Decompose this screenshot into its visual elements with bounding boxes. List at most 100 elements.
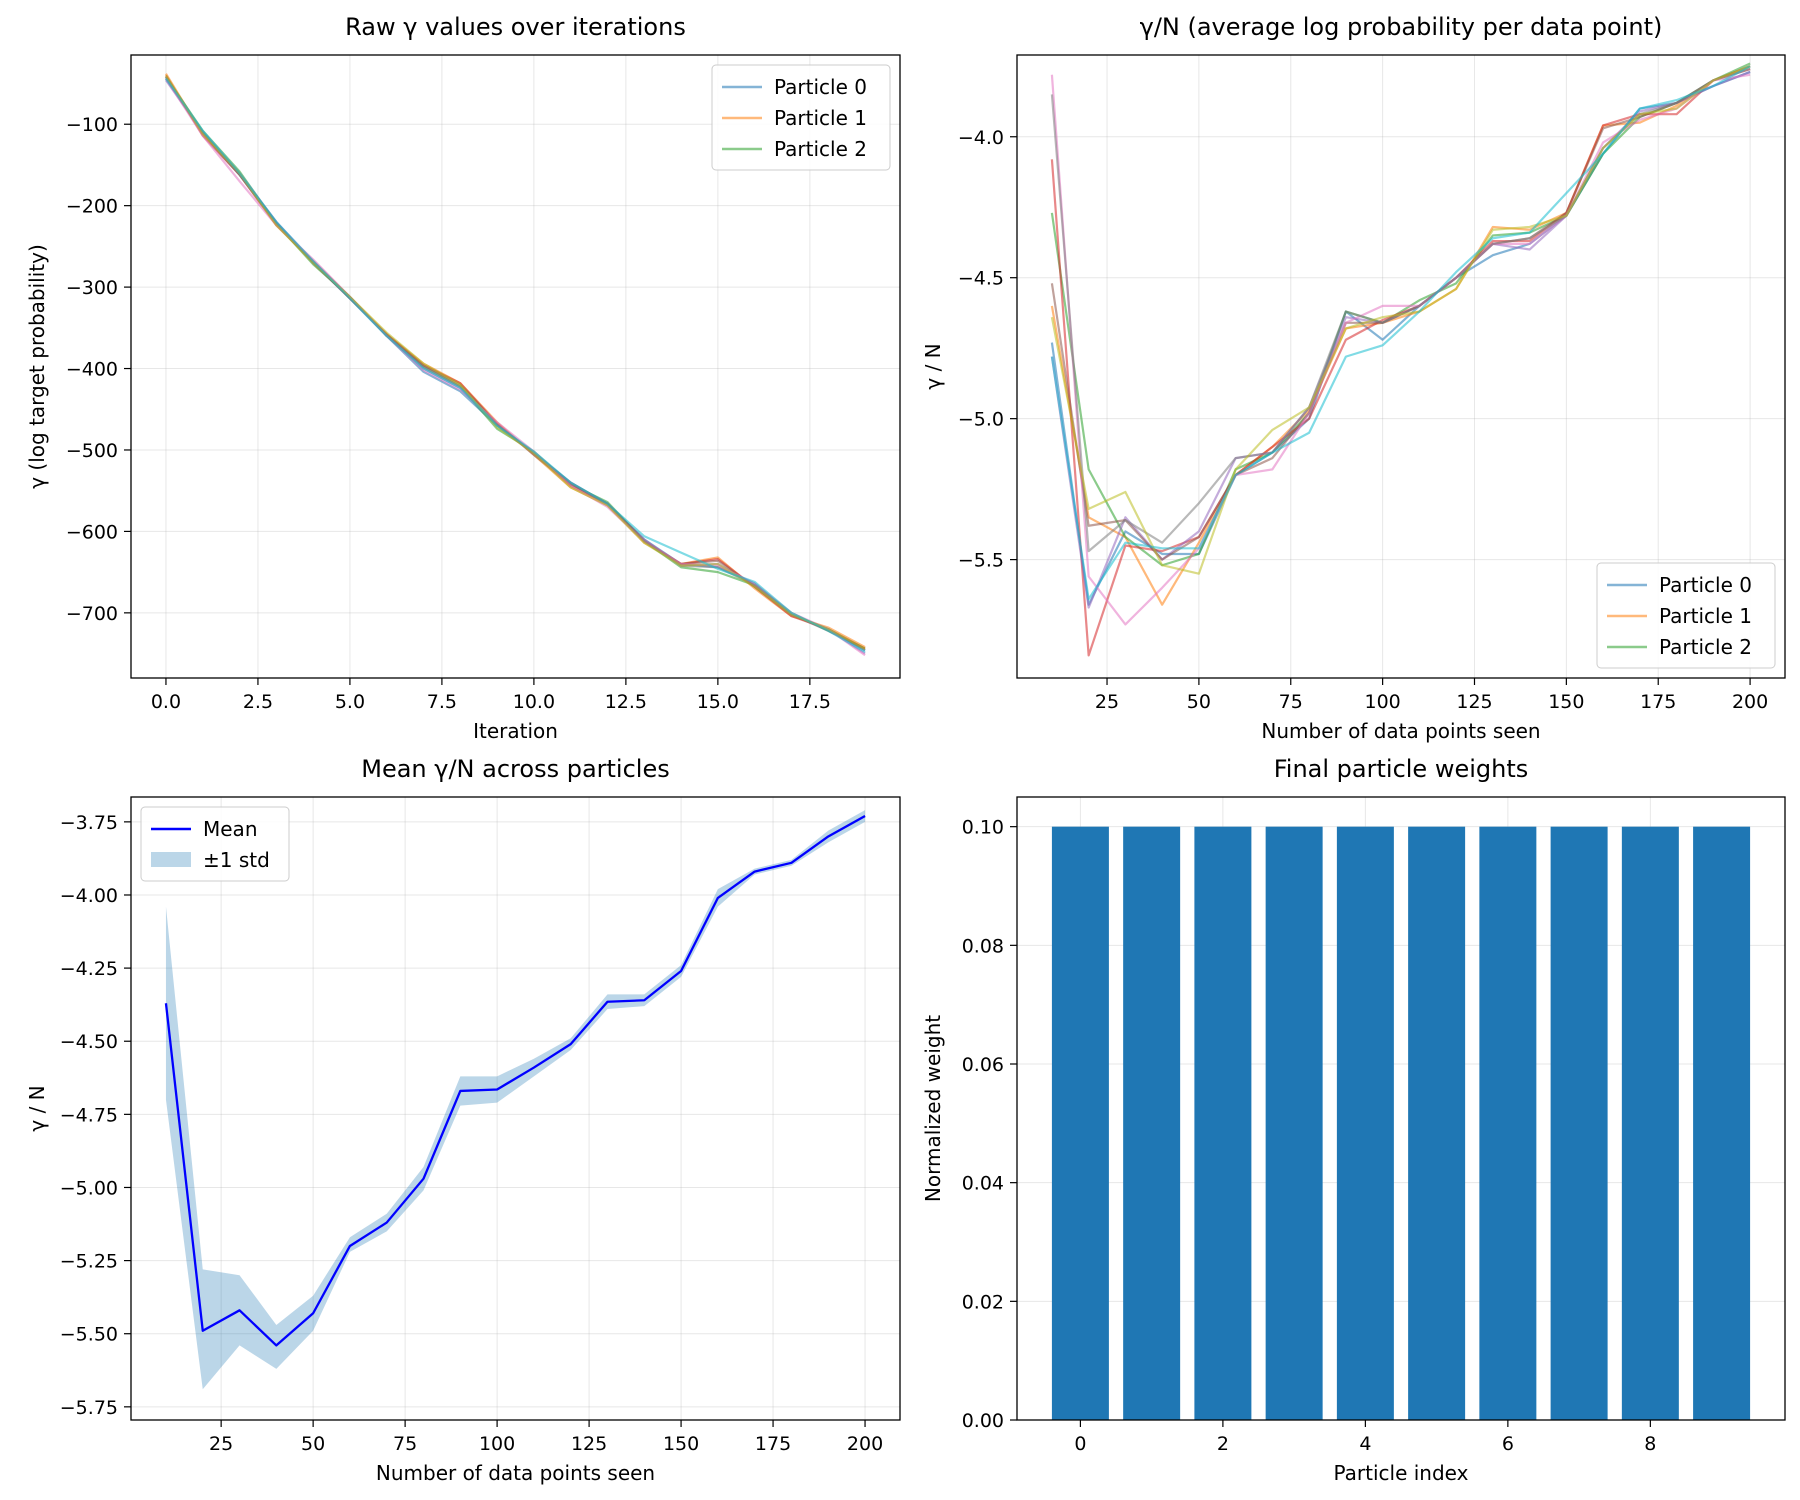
y-tick-label: −500	[66, 440, 118, 462]
x-tick-label: 0.0	[151, 691, 181, 713]
series-line-9	[1050, 65, 1751, 601]
x-tick-label: 6	[1502, 1433, 1514, 1455]
x-tick-label: 2	[1217, 1433, 1229, 1455]
x-tick-label: 125	[571, 1433, 607, 1455]
legend-label: Mean	[203, 817, 258, 841]
legend-box	[711, 64, 891, 171]
legend-label: Particle 2	[774, 137, 867, 161]
axes-frame	[1016, 54, 1786, 679]
x-tick-label: 5.0	[335, 691, 365, 713]
bar-8	[1621, 826, 1679, 1420]
series-line-7	[1050, 68, 1751, 553]
y-tick-label: −300	[66, 277, 118, 299]
x-tick-label: 75	[1279, 691, 1303, 713]
legend-label: Particle 1	[774, 106, 867, 130]
y-tick-label: 0.00	[962, 1410, 1004, 1432]
legend: Mean ±1 std	[140, 806, 290, 882]
axes-frame	[1016, 796, 1786, 1421]
x-axis-label: Iteration	[473, 719, 558, 743]
bar-5	[1408, 826, 1466, 1420]
y-tick-label: 0.02	[962, 1291, 1004, 1313]
x-tick-label: 200	[1732, 691, 1768, 713]
x-tick-label: 15.0	[697, 691, 739, 713]
legend-label: ±1 std	[203, 848, 270, 872]
std-band	[165, 810, 866, 1390]
y-tick-label: −200	[66, 196, 118, 218]
y-axis-label: γ / N	[921, 343, 945, 389]
y-tick-label: −5.50	[60, 1324, 118, 1346]
x-tick-label: 7.5	[427, 691, 457, 713]
legend-swatch	[151, 852, 191, 867]
y-tick-label: −5.00	[60, 1177, 118, 1199]
x-tick-label: 150	[1548, 691, 1584, 713]
legend-box	[1596, 562, 1776, 669]
bar-0	[1051, 826, 1109, 1420]
chart-panel-2: 25 50 75 100 125 150 175 200 −3.75 −4.00 −4.25 −4.5…	[25, 755, 901, 1485]
y-tick-label: 0.04	[962, 1173, 1004, 1195]
x-tick-label: 50	[301, 1433, 325, 1455]
y-axis-label: γ (log target probability)	[25, 244, 49, 489]
bar-6	[1479, 826, 1537, 1420]
x-tick-label: 75	[393, 1433, 417, 1455]
y-tick-label: −100	[66, 114, 118, 136]
y-tick-label: −5.25	[60, 1251, 118, 1273]
y-tick-label: 0.06	[962, 1054, 1004, 1076]
series-line-6	[1050, 73, 1751, 626]
bar-7	[1550, 826, 1608, 1420]
chart-title: Raw γ values over iterations	[345, 13, 686, 41]
x-tick-label: 175	[1640, 691, 1676, 713]
chart-title: Mean γ/N across particles	[361, 755, 669, 783]
y-tick-label: −5.75	[60, 1397, 118, 1419]
bar-9	[1693, 826, 1751, 1420]
x-tick-label: 17.5	[789, 691, 831, 713]
x-tick-label: 12.5	[605, 691, 647, 713]
x-tick-label: 50	[1187, 691, 1211, 713]
x-tick-label: 100	[1364, 691, 1400, 713]
y-axis-label: γ / N	[25, 1085, 49, 1131]
y-tick-label: 0.08	[962, 935, 1004, 957]
series-line-8	[1050, 65, 1751, 575]
bar-3	[1265, 826, 1323, 1420]
x-tick-label: 8	[1644, 1433, 1656, 1455]
x-tick-label: 25	[209, 1433, 233, 1455]
chart-title: γ/N (average log probability per data po…	[1140, 13, 1663, 41]
legend: Particle 0 Particle 1 Particle 2	[1596, 562, 1776, 669]
x-axis-label: Number of data points seen	[376, 1461, 655, 1485]
x-tick-label: 100	[479, 1433, 515, 1455]
series-line-4	[1050, 70, 1751, 609]
series-line-9	[165, 77, 866, 653]
x-tick-label: 25	[1095, 691, 1119, 713]
y-tick-label: −4.0	[958, 127, 1004, 149]
x-tick-label: 2.5	[243, 691, 273, 713]
x-tick-label: 4	[1359, 1433, 1371, 1455]
y-tick-label: −4.5	[958, 268, 1004, 290]
y-tick-label: −4.25	[60, 958, 118, 980]
y-tick-label: −5.0	[958, 409, 1004, 431]
x-tick-label: 0	[1074, 1433, 1086, 1455]
y-axis-label: Normalized weight	[921, 1015, 945, 1202]
axes-frame	[130, 54, 901, 679]
legend-label: Particle 0	[774, 75, 867, 99]
y-tick-label: −4.00	[60, 885, 118, 907]
chart-panel-1: 25 50 75 100 125 150 175 200 −4.0 −4.5 −5.0 −5.5 γ/N…	[921, 13, 1786, 743]
series-line-0	[1050, 70, 1751, 606]
chart-panel-3: 0 2 4 6 8 0.00 0.02 0.04 0.06 0.08 0.10 Final parti…	[921, 755, 1786, 1485]
y-tick-label: −700	[66, 603, 118, 625]
y-tick-label: −3.75	[60, 812, 118, 834]
x-tick-label: 175	[755, 1433, 791, 1455]
y-tick-label: −5.5	[958, 550, 1004, 572]
legend-label: Particle 2	[1659, 635, 1752, 659]
x-axis-label: Particle index	[1334, 1461, 1469, 1485]
bar-2	[1194, 826, 1252, 1420]
legend: Particle 0 Particle 1 Particle 2	[711, 64, 891, 171]
y-tick-label: −400	[66, 359, 118, 381]
x-tick-label: 10.0	[513, 691, 555, 713]
chart-title: Final particle weights	[1274, 755, 1529, 783]
bar-4	[1336, 826, 1394, 1420]
series-line-8	[165, 74, 866, 650]
legend-box	[140, 806, 290, 882]
x-tick-label: 200	[847, 1433, 883, 1455]
series-line-0	[164, 815, 866, 1347]
legend-label: Particle 1	[1659, 604, 1752, 628]
